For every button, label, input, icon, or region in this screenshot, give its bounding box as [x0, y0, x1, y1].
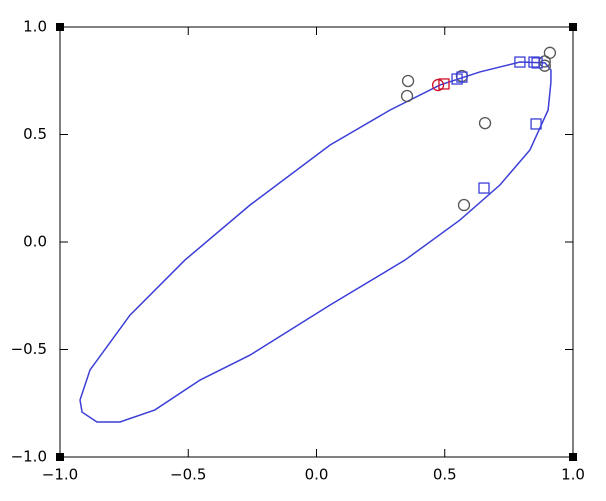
circle-marker: [431, 78, 445, 92]
square-marker: [438, 78, 450, 90]
square-marker: [531, 57, 543, 69]
y-tick-label: 0.0: [23, 233, 47, 251]
x-tick-label: 0.0: [305, 466, 329, 484]
y-tick-label: −0.5: [11, 340, 47, 358]
square-marker: [478, 182, 490, 194]
square-marker: [530, 118, 542, 130]
circle-marker: [400, 89, 414, 103]
y-tick-label: 0.5: [23, 125, 47, 143]
circle-marker: [457, 198, 471, 212]
square-marker: [514, 56, 526, 68]
x-tick-label: 0.5: [433, 466, 457, 484]
x-tick-label: 1.0: [561, 466, 585, 484]
circle-marker: [478, 116, 492, 130]
circle-marker: [543, 46, 557, 59]
x-tick-label: −0.5: [170, 466, 206, 484]
y-tick-label: −1.0: [11, 448, 47, 466]
plot-frame: [59, 26, 574, 458]
circle-marker: [401, 74, 415, 88]
square-marker: [528, 56, 540, 68]
curve: [79, 61, 552, 423]
x-tick-label: −1.0: [42, 466, 78, 484]
y-tick-label: 1.0: [23, 18, 47, 36]
square-marker: [456, 71, 468, 83]
